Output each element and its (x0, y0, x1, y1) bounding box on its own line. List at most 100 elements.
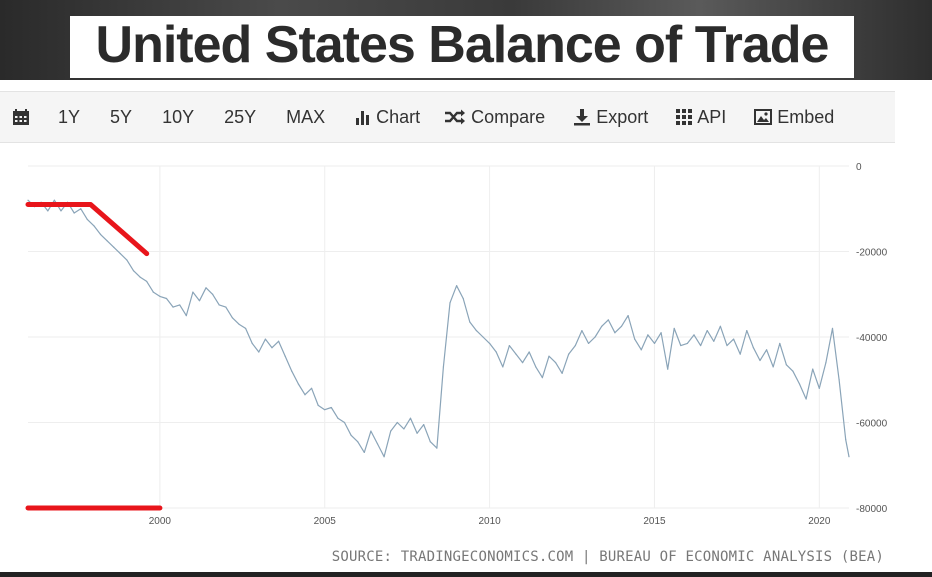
data-point (47, 210, 49, 212)
data-point (330, 406, 332, 409)
data-point (561, 372, 563, 374)
data-point (475, 329, 478, 332)
x-tick-label: 2020 (808, 516, 831, 527)
data-point (198, 300, 201, 302)
red-annotation-line (25, 202, 150, 257)
data-point (759, 359, 761, 362)
data-point (541, 377, 543, 379)
data-point (848, 456, 850, 458)
data-point (185, 315, 187, 317)
data-point (792, 370, 794, 372)
data-point (337, 417, 339, 419)
data-point (805, 398, 807, 400)
data-point (251, 342, 253, 345)
data-point (535, 366, 537, 368)
data-point (396, 421, 398, 424)
data-point (245, 327, 247, 330)
data-point (594, 336, 596, 338)
data-point (502, 366, 504, 368)
data-point (423, 424, 425, 426)
series-layer (27, 199, 850, 458)
export-label: Export (596, 106, 649, 127)
data-point (277, 340, 280, 342)
data-point (113, 246, 115, 248)
data-point (462, 297, 464, 300)
chart-type-button[interactable]: Chart (355, 107, 420, 128)
data-point (291, 370, 293, 372)
range-5y-button[interactable]: 5Y (110, 107, 132, 128)
data-point (264, 338, 266, 340)
data-point (370, 430, 372, 432)
data-point (700, 344, 702, 347)
data-point (693, 334, 695, 336)
shuffle-icon (445, 109, 466, 125)
data-point (99, 233, 102, 235)
data-point (376, 443, 379, 445)
range-25y-button[interactable]: 25Y (224, 107, 256, 128)
y-tick-label: -20000 (856, 248, 888, 259)
data-point (620, 325, 623, 327)
data-point (614, 332, 616, 334)
calendar-button[interactable] (12, 108, 30, 126)
data-point (429, 441, 431, 443)
data-point (350, 434, 352, 436)
title-banner: United States Balance of Trade (70, 16, 854, 78)
embed-button[interactable]: Embed (754, 107, 834, 128)
api-label: API (697, 106, 727, 127)
data-point (548, 355, 550, 357)
data-point (363, 451, 365, 454)
data-point (845, 439, 847, 441)
data-point (838, 379, 840, 381)
data-point (581, 329, 583, 332)
data-point (765, 349, 768, 351)
data-point (449, 302, 451, 304)
series-line (27, 199, 850, 458)
data-point (779, 342, 781, 345)
data-point (739, 353, 741, 355)
y-tick-label: 0 (856, 162, 862, 173)
data-point (482, 336, 484, 338)
data-point (343, 421, 346, 424)
grid-icon (676, 109, 693, 125)
range-max-button[interactable]: MAX (286, 107, 325, 128)
data-point (686, 342, 689, 345)
bottom-edge (0, 572, 932, 577)
x-tick-label: 2015 (643, 516, 666, 527)
data-point (653, 342, 656, 345)
data-point (528, 351, 530, 353)
y-tick-label: -60000 (856, 419, 888, 430)
calendar-icon (13, 109, 29, 125)
bar-chart-icon (356, 110, 370, 125)
download-icon (574, 109, 591, 126)
data-point (165, 297, 168, 300)
x-tick-label: 2010 (478, 516, 501, 527)
data-point (297, 383, 299, 385)
data-point (53, 199, 55, 201)
data-point (680, 344, 682, 347)
data-point (258, 351, 260, 353)
data-point (284, 355, 286, 357)
data-point (554, 362, 557, 364)
data-point (508, 344, 510, 347)
data-point (812, 368, 814, 370)
range-max-label: MAX (286, 106, 326, 127)
range-10y-button[interactable]: 10Y (162, 107, 194, 128)
data-point (271, 347, 273, 349)
x-axis-ticks: 2000 2005 2010 2015 2020 (149, 516, 831, 527)
data-point (568, 353, 570, 355)
data-point (324, 409, 326, 411)
api-button[interactable]: API (676, 107, 726, 128)
grid (28, 165, 849, 509)
image-icon (754, 109, 773, 125)
export-button[interactable]: Export (573, 107, 648, 128)
data-point (785, 364, 787, 366)
data-point (238, 323, 240, 325)
data-point (383, 456, 385, 458)
compare-button[interactable]: Compare (444, 107, 545, 128)
data-point (495, 351, 497, 353)
data-point (442, 366, 445, 368)
data-point (60, 210, 62, 212)
data-point (93, 225, 95, 227)
data-point (146, 280, 148, 283)
range-1y-button[interactable]: 1Y (58, 107, 80, 128)
